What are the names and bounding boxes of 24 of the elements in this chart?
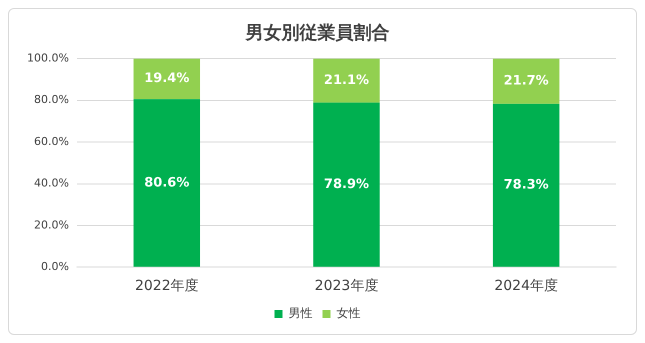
y-tick-label: 20.0% <box>34 218 69 232</box>
x-tick-label: 2023年度 <box>314 278 378 294</box>
data-label: 21.7% <box>504 74 549 89</box>
bar <box>134 99 200 267</box>
data-label: 21.1% <box>324 72 370 88</box>
legend-label: 男性 <box>288 306 312 320</box>
x-tick-label: 2022年度 <box>134 278 199 294</box>
chart-title: 男女別従業員割合 <box>244 22 390 44</box>
y-tick-label: 100.0% <box>26 51 69 64</box>
y-tick-label: 80.0% <box>34 93 69 106</box>
y-tick-label: 40.0% <box>34 176 69 190</box>
data-label: 19.4% <box>144 71 190 86</box>
data-label: 78.3% <box>504 178 549 193</box>
y-tick-label: 60.0% <box>34 134 69 148</box>
bar <box>313 58 380 103</box>
x-tick-label: 2024年度 <box>494 278 558 294</box>
y-tick-label: 0.0% <box>40 260 69 274</box>
bar <box>492 104 560 267</box>
data-label: 78.9% <box>324 177 370 192</box>
legend-label: 女性 <box>336 306 360 320</box>
bar <box>313 102 380 267</box>
bar <box>492 58 560 104</box>
bar <box>134 58 200 100</box>
data-label: 80.6% <box>144 175 190 190</box>
